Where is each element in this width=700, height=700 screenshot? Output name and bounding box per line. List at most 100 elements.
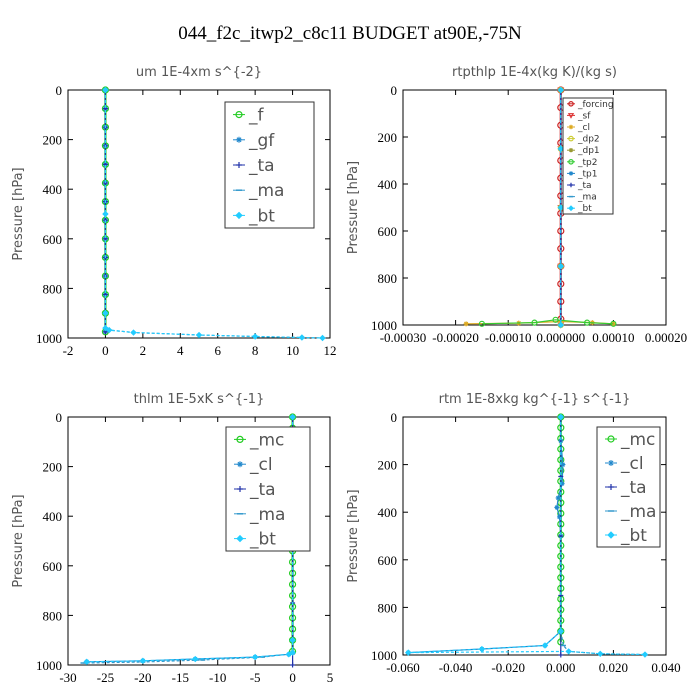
x-tick-label: 8 bbox=[252, 343, 259, 358]
y-tick-label: 0 bbox=[391, 83, 398, 98]
legend-label: _f bbox=[248, 106, 265, 126]
legend-label: _sf bbox=[577, 111, 591, 121]
y-axis-label: Pressure [hPa] bbox=[346, 489, 361, 582]
y-axis-label: Pressure [hPa] bbox=[346, 161, 361, 254]
x-tick-label: 0.00010 bbox=[592, 330, 634, 345]
y-tick-label: 0 bbox=[391, 410, 398, 425]
legend-marker bbox=[568, 124, 574, 130]
panel-title: rtm 1E-8xkg kg^{-1} s^{-1} bbox=[439, 392, 631, 407]
x-tick-label: 0.000000 bbox=[536, 330, 585, 345]
data-point bbox=[195, 331, 203, 339]
data-point bbox=[405, 649, 412, 656]
data-point bbox=[83, 658, 90, 665]
legend-marker bbox=[237, 461, 243, 468]
x-tick-label: -0.040 bbox=[439, 660, 473, 675]
data-point bbox=[319, 334, 326, 342]
data-point bbox=[559, 481, 565, 487]
legend-label: _bt bbox=[248, 206, 275, 226]
data-point bbox=[102, 324, 109, 332]
data-point bbox=[557, 204, 565, 211]
y-tick-label: 600 bbox=[378, 224, 398, 239]
data-point bbox=[289, 636, 296, 644]
data-point bbox=[105, 326, 113, 334]
data-point bbox=[478, 645, 486, 653]
data-point bbox=[556, 514, 562, 520]
series-bt bbox=[405, 413, 649, 658]
data-point bbox=[552, 316, 559, 323]
y-tick-label: 0 bbox=[56, 83, 63, 98]
y-tick-label: 600 bbox=[378, 553, 398, 568]
data-point bbox=[557, 263, 565, 270]
y-tick-label: 1000 bbox=[36, 658, 62, 673]
legend-marker bbox=[568, 101, 574, 107]
figure-title: 044_f2c_itwp2_c8c11 BUDGET at90E,-75N bbox=[178, 23, 522, 44]
series-line bbox=[408, 417, 646, 656]
legend: _forcing_sf _cl _dp2_dp1 _tp2_tp1 _ta _ma_bt bbox=[562, 97, 614, 215]
data-point bbox=[251, 333, 259, 340]
legend-label: _tp1 bbox=[577, 169, 597, 179]
data-point bbox=[555, 495, 561, 501]
x-tick-label: -2 bbox=[63, 343, 74, 358]
x-tick-label: -20 bbox=[134, 670, 151, 685]
legend-marker bbox=[568, 171, 574, 176]
data-point bbox=[192, 655, 199, 663]
legend-marker bbox=[568, 159, 574, 165]
legend-label: _ma bbox=[620, 502, 656, 522]
x-tick-label: 10 bbox=[286, 343, 299, 358]
y-tick-label: 400 bbox=[43, 182, 63, 197]
legend-label: _ta bbox=[248, 156, 275, 176]
legend-label: _bt bbox=[249, 530, 276, 550]
legend-marker bbox=[568, 205, 574, 212]
x-tick-label: 0.000 bbox=[546, 660, 575, 675]
data-point bbox=[290, 662, 296, 668]
data-point bbox=[583, 319, 591, 326]
y-tick-label: 800 bbox=[43, 608, 63, 623]
series-line bbox=[481, 319, 614, 325]
data-point bbox=[478, 320, 485, 327]
data-point bbox=[289, 649, 296, 656]
legend-label: _cl bbox=[620, 454, 644, 474]
legend-label: _mc bbox=[249, 430, 284, 450]
data-point bbox=[557, 413, 565, 421]
data-point bbox=[541, 642, 549, 649]
series-tp2 bbox=[478, 316, 617, 327]
y-tick-label: 400 bbox=[378, 177, 398, 192]
x-tick-label: 5 bbox=[327, 670, 334, 685]
legend-label: _ta bbox=[620, 478, 647, 498]
legend-label: _ma bbox=[248, 181, 284, 201]
legend-label: _bt bbox=[577, 204, 592, 214]
y-tick-label: 1000 bbox=[371, 318, 397, 333]
data-point bbox=[557, 145, 565, 152]
legend-label: _ta bbox=[249, 480, 276, 500]
x-tick-label: 0.040 bbox=[651, 660, 680, 675]
legend-marker bbox=[235, 211, 243, 220]
x-tick-label: -0.060 bbox=[386, 660, 420, 675]
panel-title: um 1E-4xm s^{-2} bbox=[136, 65, 262, 80]
series-bt bbox=[102, 86, 326, 342]
y-axis-label: Pressure [hPa] bbox=[11, 167, 26, 260]
data-point bbox=[558, 652, 564, 658]
legend-label: _ta bbox=[577, 181, 592, 191]
legend-marker bbox=[236, 534, 244, 543]
series-line bbox=[86, 417, 294, 663]
data-point bbox=[251, 653, 259, 661]
data-point bbox=[298, 334, 306, 341]
x-tick-label: 0.00020 bbox=[645, 330, 687, 345]
legend-marker bbox=[235, 110, 243, 119]
chart-panel-2: rtpthlp 1E-4x(kg K)/(kg s) Pressure [hPa]… bbox=[346, 65, 687, 345]
y-tick-label: 600 bbox=[43, 559, 63, 574]
data-point bbox=[130, 329, 137, 336]
x-tick-label: -5 bbox=[250, 670, 261, 685]
legend-marker bbox=[607, 531, 615, 539]
x-tick-label: -0.020 bbox=[491, 660, 525, 675]
y-axis-label: Pressure [hPa] bbox=[11, 494, 26, 587]
legend: _mc _cl _ta _ma _bt bbox=[225, 426, 311, 552]
y-tick-label: 1000 bbox=[36, 331, 62, 346]
y-tick-label: 200 bbox=[378, 458, 398, 473]
legend: _f _gf _ta _ma _bt bbox=[224, 101, 315, 229]
y-tick-label: 800 bbox=[378, 600, 398, 615]
series-cl bbox=[405, 414, 566, 656]
legend-label: _cl bbox=[577, 123, 590, 133]
data-point bbox=[102, 309, 109, 317]
